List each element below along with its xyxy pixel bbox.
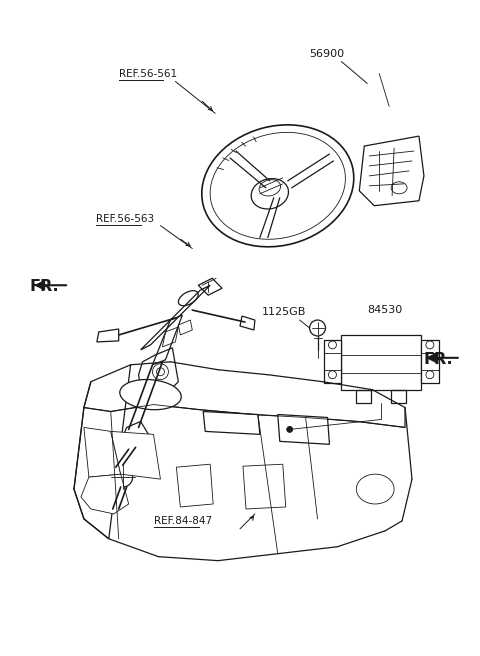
Ellipse shape bbox=[251, 178, 288, 209]
Text: 84530: 84530 bbox=[367, 305, 403, 315]
Ellipse shape bbox=[120, 380, 181, 410]
Polygon shape bbox=[84, 428, 120, 477]
Text: REF.56-563: REF.56-563 bbox=[96, 214, 154, 224]
Text: FR.: FR. bbox=[424, 352, 454, 367]
Polygon shape bbox=[176, 464, 213, 507]
Polygon shape bbox=[421, 340, 439, 382]
Text: FR.: FR. bbox=[29, 279, 59, 294]
Polygon shape bbox=[81, 474, 129, 514]
Text: REF.84-847: REF.84-847 bbox=[155, 516, 213, 526]
Polygon shape bbox=[203, 411, 260, 434]
Polygon shape bbox=[278, 415, 329, 444]
Polygon shape bbox=[243, 464, 286, 509]
Polygon shape bbox=[324, 340, 341, 382]
Polygon shape bbox=[341, 335, 421, 390]
Text: 56900: 56900 bbox=[310, 49, 345, 58]
Text: REF.56-561: REF.56-561 bbox=[119, 70, 177, 79]
Text: 1125GB: 1125GB bbox=[262, 307, 306, 317]
Circle shape bbox=[310, 320, 325, 336]
Polygon shape bbox=[111, 432, 160, 479]
Circle shape bbox=[287, 426, 293, 432]
Ellipse shape bbox=[356, 474, 394, 504]
